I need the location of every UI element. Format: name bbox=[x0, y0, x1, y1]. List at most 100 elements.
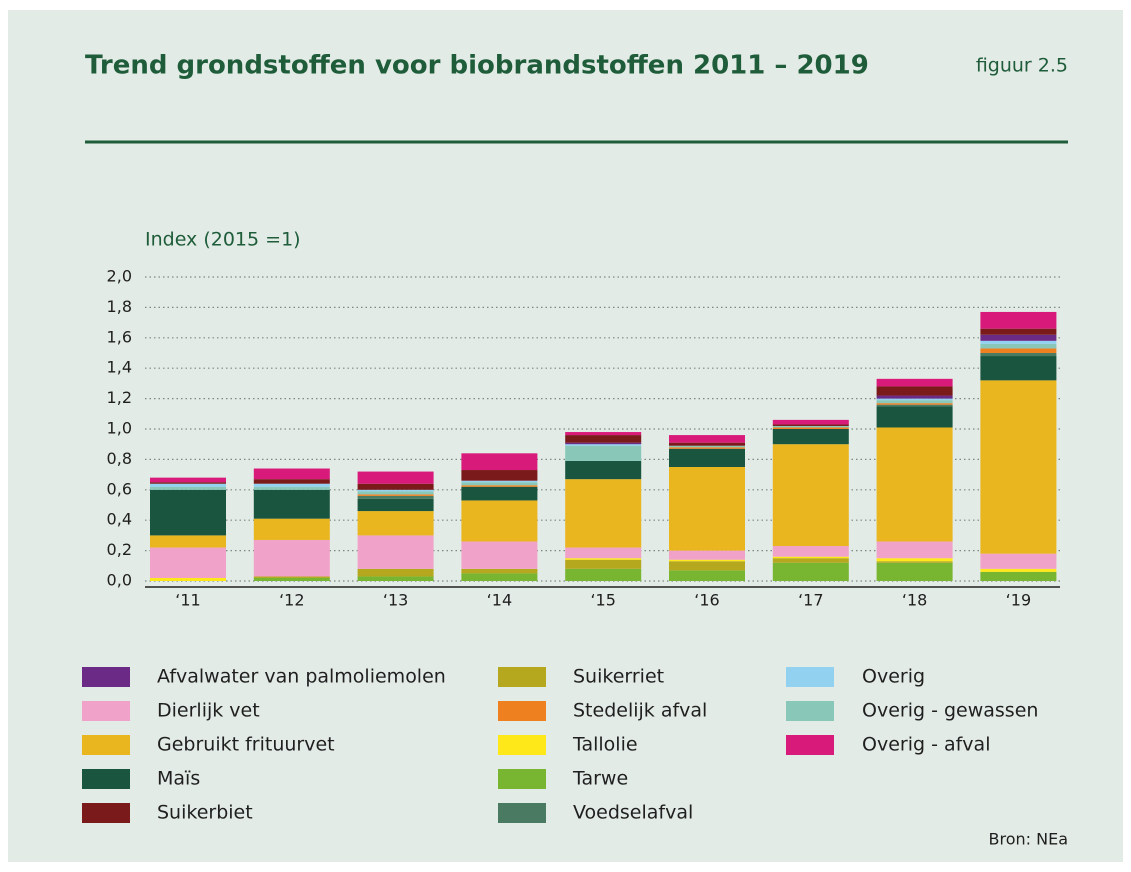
bar-segment bbox=[876, 395, 953, 399]
legend-swatch bbox=[786, 701, 834, 721]
y-tick-label: 1,6 bbox=[107, 327, 132, 346]
bar-segment bbox=[253, 486, 330, 490]
bar-segment bbox=[357, 489, 434, 492]
bar-segment bbox=[980, 356, 1057, 381]
bar-segment bbox=[980, 568, 1057, 572]
bar-segment bbox=[357, 576, 434, 581]
bar-segment bbox=[253, 489, 330, 519]
x-tick-label: ‘18 bbox=[902, 591, 927, 610]
y-tick-label: 1,0 bbox=[107, 419, 132, 438]
legend-label: Overig bbox=[862, 666, 925, 688]
bar-segment bbox=[253, 479, 330, 484]
bar-segment bbox=[565, 432, 642, 436]
bar-segment bbox=[980, 571, 1057, 581]
legend-label: Suikerriet bbox=[573, 666, 664, 688]
bar-segment bbox=[669, 442, 745, 446]
bar-segment bbox=[253, 518, 330, 540]
legend-label: Overig - afval bbox=[862, 734, 990, 756]
bar-segment bbox=[876, 386, 953, 396]
bar-segment bbox=[669, 445, 745, 448]
bar-segment bbox=[772, 558, 849, 563]
bar-segment bbox=[876, 541, 953, 559]
legend-swatch bbox=[498, 769, 546, 789]
x-tick-label: ‘13 bbox=[383, 591, 408, 610]
y-tick-label: 0,4 bbox=[107, 510, 132, 529]
legend-swatch bbox=[82, 803, 130, 823]
bar-segment bbox=[150, 477, 226, 483]
bar-segment bbox=[565, 547, 642, 559]
legend-swatch bbox=[786, 667, 834, 687]
bar-segment bbox=[150, 489, 226, 536]
bar-segment bbox=[669, 559, 745, 562]
legend-label: Tarwe bbox=[572, 768, 628, 790]
y-tick-label: 1,2 bbox=[107, 388, 132, 407]
bar-segment bbox=[253, 576, 330, 578]
legend-swatch bbox=[82, 735, 130, 755]
bar-segment bbox=[150, 482, 226, 484]
bar-segment bbox=[461, 485, 538, 487]
legend-label: Stedelijk afval bbox=[573, 700, 707, 722]
source: Bron: NEa bbox=[989, 830, 1069, 849]
bar-segment bbox=[461, 453, 538, 471]
bar-segment bbox=[772, 424, 849, 426]
bar-segment bbox=[876, 400, 953, 404]
bar-segment bbox=[980, 328, 1057, 335]
bar-segment bbox=[876, 404, 953, 407]
bar-segment bbox=[876, 427, 953, 542]
bar-segment bbox=[669, 550, 745, 560]
bar-segment bbox=[876, 558, 953, 562]
bar-segment bbox=[253, 483, 330, 487]
bar-segment bbox=[461, 482, 538, 486]
bar-segment bbox=[772, 556, 849, 559]
bar-segment bbox=[357, 483, 434, 490]
bar-segment bbox=[876, 378, 953, 387]
bar-segment bbox=[461, 500, 538, 542]
bar-segment bbox=[876, 561, 953, 563]
legend-swatch bbox=[82, 701, 130, 721]
bar-segment bbox=[772, 444, 849, 547]
bar-segment bbox=[357, 511, 434, 536]
bar-segment bbox=[461, 470, 538, 481]
bar-segment bbox=[669, 435, 745, 443]
x-tick-label: ‘12 bbox=[279, 591, 304, 610]
bar-segment bbox=[253, 539, 330, 577]
bar-segment bbox=[150, 535, 226, 548]
bar-segment bbox=[461, 541, 538, 569]
legend-swatch bbox=[498, 735, 546, 755]
bar-segment bbox=[565, 558, 642, 560]
bar-segment bbox=[772, 425, 849, 428]
bar-segment bbox=[357, 491, 434, 495]
bar-segment bbox=[772, 427, 849, 429]
bar-segment bbox=[980, 353, 1057, 357]
bar-segment bbox=[357, 471, 434, 484]
bar-segment bbox=[669, 467, 745, 551]
bar-segment bbox=[253, 468, 330, 480]
legend-swatch bbox=[82, 769, 130, 789]
legend-swatch bbox=[786, 735, 834, 755]
bar-segment bbox=[565, 442, 642, 445]
bar-segment bbox=[150, 483, 226, 487]
x-tick-label: ‘19 bbox=[1006, 591, 1031, 610]
x-tick-label: ‘17 bbox=[798, 591, 823, 610]
bar-segment bbox=[980, 340, 1057, 344]
legend-swatch bbox=[498, 701, 546, 721]
bar-segment bbox=[876, 406, 953, 428]
bar-segment bbox=[980, 380, 1057, 554]
x-tick-label: ‘16 bbox=[694, 591, 719, 610]
legend-label: Maïs bbox=[157, 768, 200, 790]
bar-segment bbox=[980, 334, 1057, 341]
bar-segment bbox=[565, 445, 642, 461]
bar-segment bbox=[669, 448, 745, 467]
y-tick-label: 1,8 bbox=[107, 297, 132, 316]
x-tick-label: ‘11 bbox=[175, 591, 200, 610]
bar-segment bbox=[150, 577, 226, 581]
bar-segment bbox=[565, 568, 642, 581]
bar-segment bbox=[772, 546, 849, 557]
bar-segment bbox=[876, 562, 953, 581]
bar-segment bbox=[565, 435, 642, 443]
bar-segment bbox=[980, 343, 1057, 349]
legend-label: Dierlijk vet bbox=[157, 700, 260, 722]
y-tick-label: 0,0 bbox=[107, 571, 132, 590]
figure-label: figuur 2.5 bbox=[976, 55, 1068, 77]
